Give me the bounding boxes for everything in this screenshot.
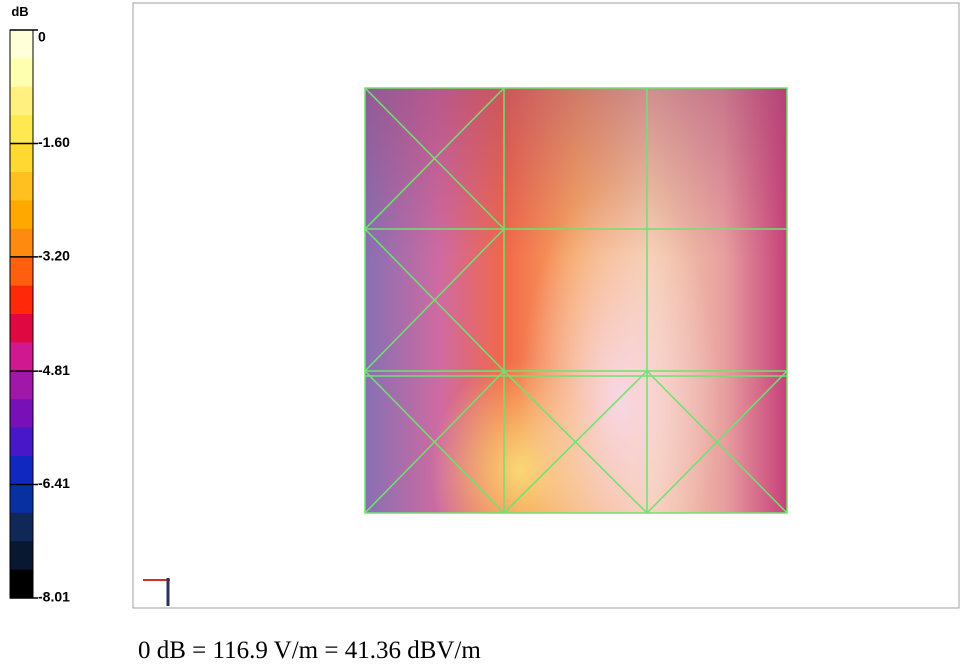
color-band	[10, 228, 33, 258]
color-band	[10, 342, 33, 372]
color-band	[10, 314, 33, 343]
color-band	[10, 399, 33, 429]
colorbar	[10, 30, 33, 599]
caption: 0 dB = 116.9 V/m = 41.36 dBV/m	[138, 637, 481, 664]
color-band	[10, 30, 33, 59]
color-band	[10, 86, 33, 116]
tick-label: -4.81	[38, 362, 70, 378]
color-band	[10, 58, 33, 88]
scan-grid	[364, 87, 788, 514]
color-band	[10, 172, 33, 201]
tick-label: -6.41	[38, 475, 70, 491]
tick-label: -3.20	[38, 248, 70, 264]
color-band	[10, 512, 33, 542]
axis-icon	[143, 578, 170, 606]
tick-label: -8.01	[38, 589, 70, 605]
colorbar-unit: dB	[11, 4, 28, 19]
color-band	[10, 285, 33, 315]
color-band	[10, 484, 33, 514]
color-band	[10, 115, 33, 145]
color-band	[10, 569, 33, 599]
color-band	[10, 456, 33, 485]
color-band	[10, 427, 33, 457]
color-band	[10, 257, 33, 287]
tick-label: 0	[38, 29, 46, 45]
color-band	[10, 370, 33, 400]
color-band	[10, 143, 33, 173]
tick-label: -1.60	[38, 134, 70, 150]
color-band	[10, 541, 33, 571]
color-band	[10, 200, 33, 230]
